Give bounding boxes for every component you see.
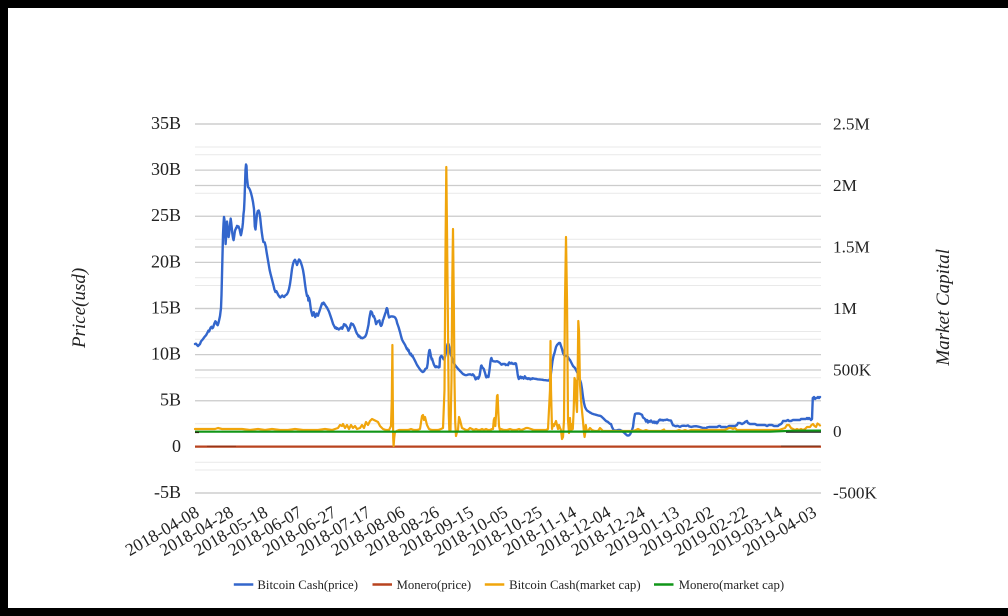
svg-text:-500K: -500K: [833, 483, 878, 502]
svg-text:0: 0: [833, 422, 842, 441]
svg-text:0: 0: [172, 436, 181, 456]
svg-text:Monero(price): Monero(price): [397, 578, 472, 592]
svg-text:2.5M: 2.5M: [833, 114, 870, 133]
svg-text:20B: 20B: [151, 251, 181, 271]
svg-text:2M: 2M: [833, 176, 857, 195]
svg-text:15B: 15B: [151, 297, 181, 317]
svg-text:5B: 5B: [160, 390, 181, 410]
svg-text:10B: 10B: [151, 344, 181, 364]
svg-text:35B: 35B: [151, 113, 181, 133]
svg-text:30B: 30B: [151, 159, 181, 179]
svg-text:Price(usd): Price(usd): [69, 268, 90, 349]
svg-text:Market Capital: Market Capital: [933, 249, 954, 367]
svg-text:Monero(market cap): Monero(market cap): [679, 578, 785, 592]
svg-text:Bitcoin Cash(market cap): Bitcoin Cash(market cap): [509, 578, 640, 592]
svg-text:Bitcoin Cash(price): Bitcoin Cash(price): [257, 578, 358, 592]
svg-text:-5B: -5B: [154, 482, 181, 502]
svg-text:500K: 500K: [833, 360, 872, 379]
svg-text:1M: 1M: [833, 299, 857, 318]
svg-text:1.5M: 1.5M: [833, 237, 870, 256]
svg-text:25B: 25B: [151, 205, 181, 225]
